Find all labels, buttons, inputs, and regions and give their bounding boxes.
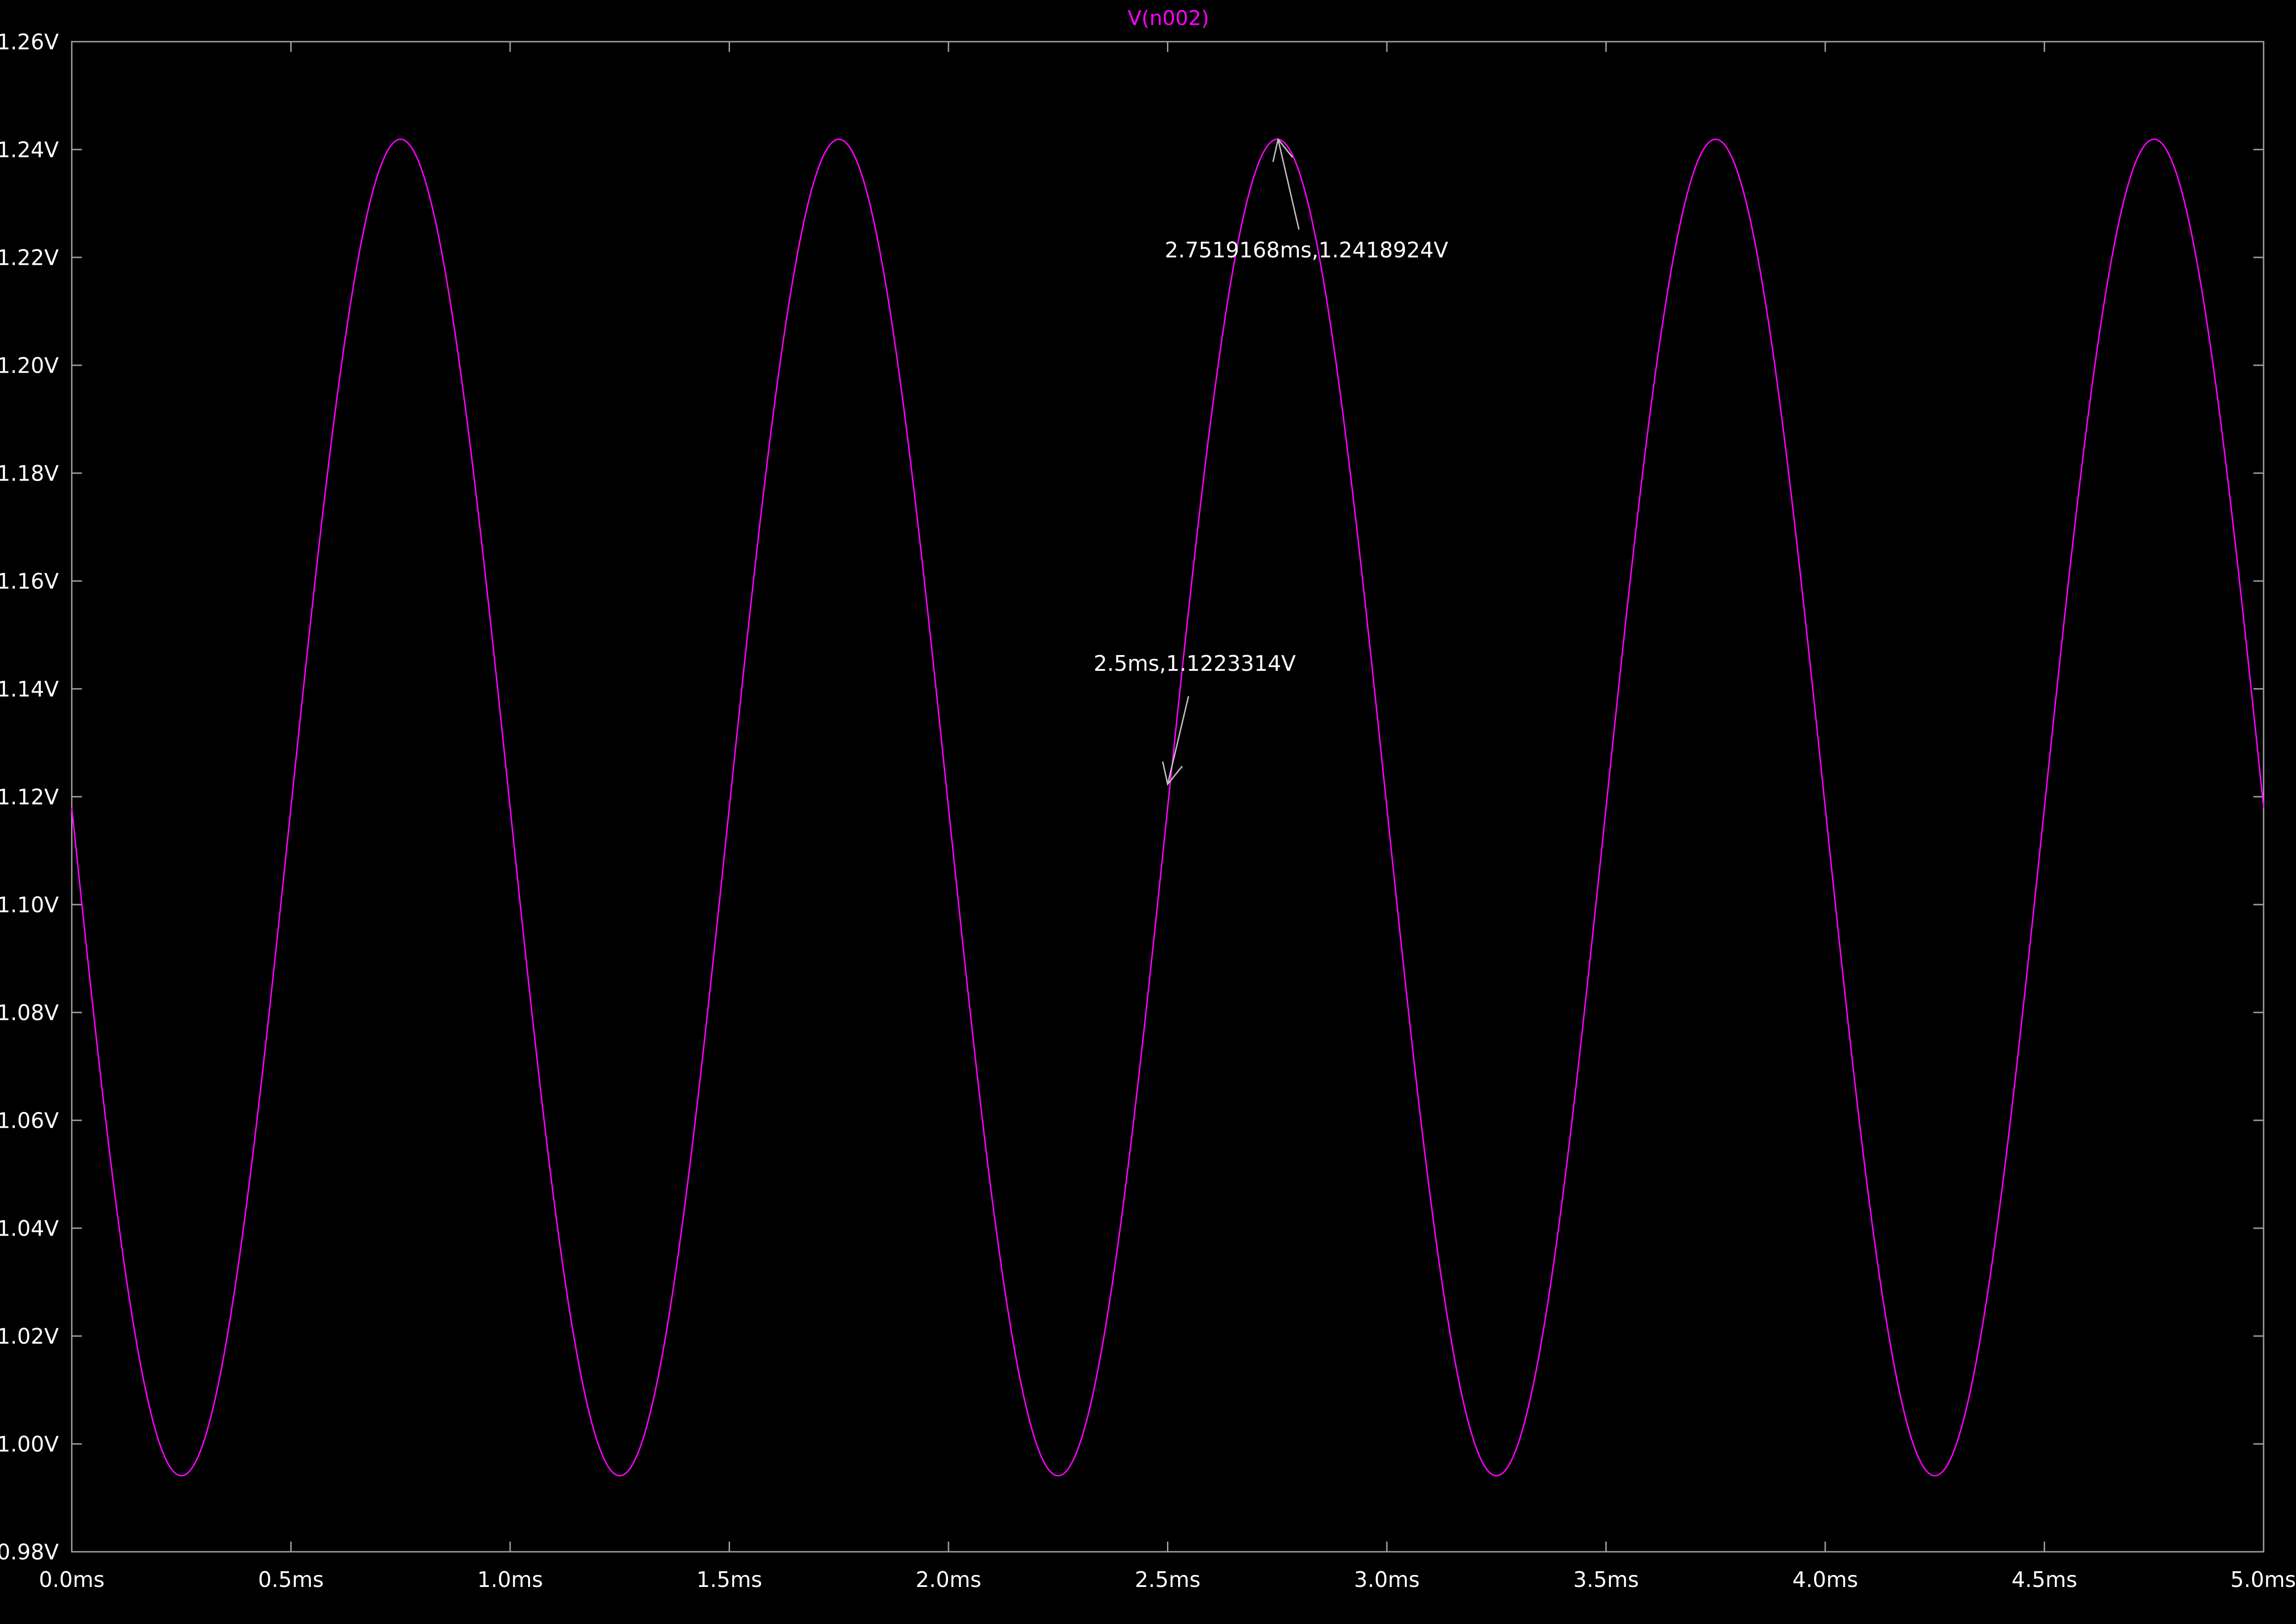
annotation-arrowhead [1162, 761, 1183, 786]
x-tick-label: 1.5ms [697, 1567, 762, 1592]
annotation-label: 2.5ms,1.1223314V [1094, 651, 1296, 676]
x-tick-label: 5.0ms [2230, 1567, 2296, 1592]
y-tick-label: 1.00V [0, 1432, 59, 1457]
y-tick-label: 1.16V [0, 569, 59, 594]
y-tick-label: 1.08V [0, 1000, 59, 1025]
x-tick-label: 2.5ms [1135, 1567, 1201, 1592]
x-tick-label: 0.5ms [258, 1567, 324, 1592]
y-tick-label: 1.20V [0, 353, 59, 378]
x-tick-label: 4.0ms [1792, 1567, 1858, 1592]
x-tick-label: 3.0ms [1354, 1567, 1420, 1592]
trace-label[interactable]: V(n002) [1128, 6, 1209, 30]
y-tick-label: 1.04V [0, 1216, 59, 1241]
y-tick-label: 1.06V [0, 1108, 59, 1133]
y-tick-label: 1.10V [0, 893, 59, 918]
annotation-label: 2.7519168ms,1.2418924V [1165, 237, 1448, 262]
cursor-annotations: 2.7519168ms,1.2418924V 2.5ms,1.1223314V [1094, 137, 1448, 786]
x-tick-label: 1.0ms [477, 1567, 543, 1592]
x-tick-label: 0.0ms [39, 1567, 105, 1592]
annotation-arrow [1167, 696, 1189, 785]
y-tick-label: 1.18V [0, 461, 59, 486]
y-tick-label: 1.22V [0, 245, 59, 270]
y-tick-label: 0.98V [0, 1540, 59, 1565]
y-tick-label: 1.12V [0, 785, 59, 810]
x-axis: 0.0ms 0.5ms 1.0ms 1.5ms 2.0ms 2.5ms 3.0ms 3.5ms… [39, 42, 2296, 1592]
x-tick-label: 2.0ms [916, 1567, 981, 1592]
x-tick-label: 4.5ms [2012, 1567, 2078, 1592]
annotation-arrow [1277, 139, 1300, 230]
y-tick-label: 1.02V [0, 1324, 59, 1349]
x-tick-label: 3.5ms [1573, 1567, 1639, 1592]
y-tick-label: 1.26V [0, 30, 59, 55]
y-axis: 0.98V 1.00V 1.02V 1.04V 1.06V 1.08V 1.10V 1.12V… [0, 30, 2264, 1565]
annotation-arrowhead [1272, 137, 1293, 162]
y-tick-label: 1.14V [0, 677, 59, 702]
y-tick-label: 1.24V [0, 137, 59, 162]
series-line-v-n002[interactable] [71, 138, 2265, 1477]
